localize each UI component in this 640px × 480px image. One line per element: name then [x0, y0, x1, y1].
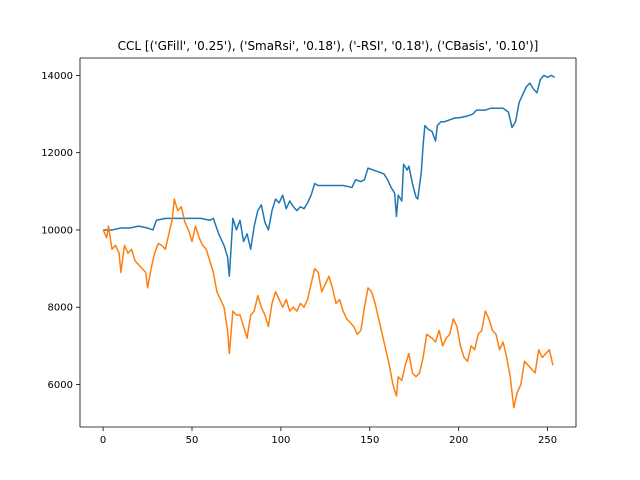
x-tick-label-50: 50	[186, 435, 199, 446]
ticks-layer: 0 50 100 150 200 250 6000 8000 10000 12000 14000	[41, 71, 557, 446]
plot-background	[80, 58, 576, 427]
y-tick-label-14000: 14000	[41, 71, 73, 82]
y-tick-label-8000: 8000	[48, 303, 73, 314]
y-tick-label-12000: 12000	[41, 148, 73, 159]
x-tick-label-0: 0	[100, 435, 106, 446]
y-tick-label-10000: 10000	[41, 225, 73, 236]
x-tick-label-200: 200	[449, 435, 468, 446]
axes-frame	[79, 57, 577, 428]
x-tick-label-100: 100	[271, 435, 290, 446]
plot-area	[80, 58, 576, 427]
series-layer	[102, 74, 556, 409]
x-tick-label-250: 250	[538, 435, 557, 446]
series-line-1	[103, 74, 556, 278]
x-tick-label-150: 150	[360, 435, 379, 446]
series-line-2	[102, 198, 554, 409]
y-tick-label-6000: 6000	[48, 380, 73, 391]
chart-title: CCL [('GFill', '0.25'), ('SmaRsi', '0.18…	[118, 39, 539, 53]
